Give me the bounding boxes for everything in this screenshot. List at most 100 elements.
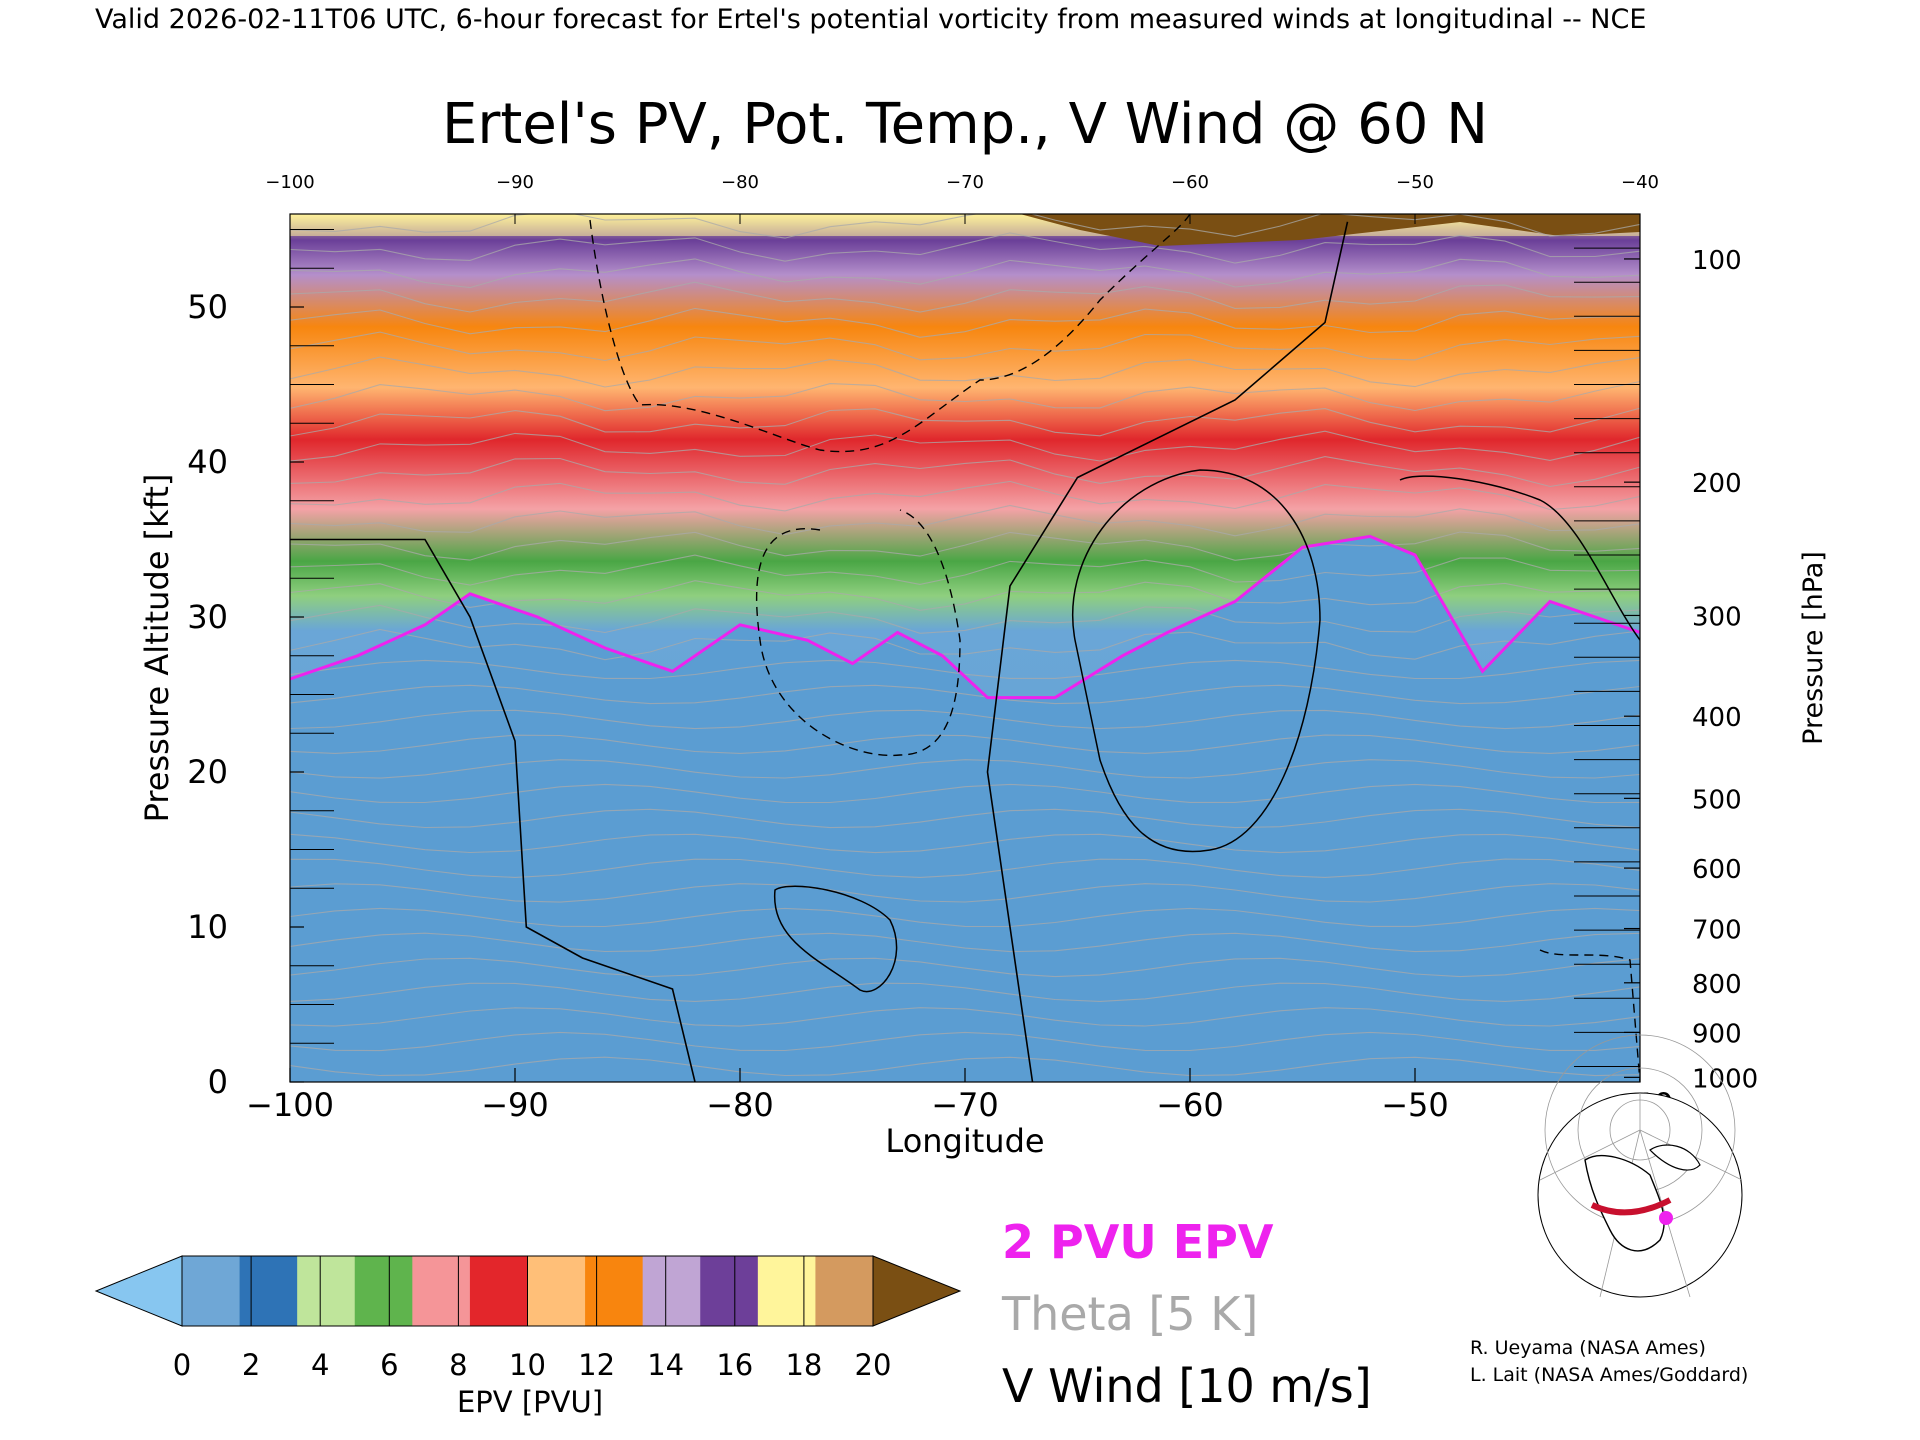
theta-line (290, 684, 1640, 705)
colorbar-segment (469, 1256, 528, 1326)
theta-line (290, 883, 1640, 903)
colorbar-tick-label: 4 (311, 1348, 329, 1382)
colorbar-over (872, 1255, 962, 1327)
x-tick-label: −60 (1156, 1086, 1224, 1124)
legend: 2 PVU EPV Theta [5 K] V Wind [10 m/s] (1001, 1215, 1372, 1413)
colorbar-tick-label: 18 (785, 1348, 822, 1382)
top-tick-label: −90 (496, 172, 534, 193)
y-tick-label: 40 (187, 443, 228, 481)
x-tick-label: −100 (246, 1086, 334, 1124)
theta-contours (290, 214, 1640, 1077)
credit-line-1: R. Ueyama (NASA Ames) (1470, 1337, 1706, 1359)
vwind-neg-contour-3 (1539, 949, 1640, 1082)
theta-line (290, 430, 1640, 462)
map-greenland (1649, 1144, 1701, 1171)
top-tick-label: −80 (721, 172, 759, 193)
pressure-tick-label: 500 (1692, 785, 1742, 815)
colorbar-segment (527, 1256, 586, 1326)
colorbar-segment (757, 1256, 816, 1326)
forecast-header: Valid 2026-02-11T06 UTC, 6-hour forecast… (0, 0, 1920, 40)
colorbar-tick-label: 8 (449, 1348, 467, 1382)
tropo-fill (290, 536, 1640, 1082)
theta-line (290, 456, 1640, 488)
y-axis-right: 100 200 300 400 500 600 700 800 900 1000 (1574, 246, 1758, 1094)
y-axis-label-left: Pressure Altitude [kft] (138, 474, 176, 823)
top-tick-label: −60 (1171, 172, 1209, 193)
pressure-tick-label: 200 (1692, 469, 1742, 499)
theta-line (290, 1056, 1640, 1077)
theta-line (290, 356, 1640, 388)
header-svg: Valid 2026-02-11T06 UTC, 6-hour forecast… (95, 4, 1646, 35)
y-tick-label: 50 (187, 288, 228, 326)
legend-pv2: 2 PVU EPV (1002, 1215, 1274, 1269)
theta-line (290, 808, 1640, 829)
theta-line (290, 580, 1640, 611)
colorbar-label: EPV [PVU] (457, 1385, 603, 1419)
vwind-neg-contour (589, 214, 1191, 453)
colorbar-segment (297, 1256, 356, 1326)
colorbar-segment (239, 1256, 298, 1326)
legend-vwind: V Wind [10 m/s] (1002, 1359, 1372, 1413)
colorbar-segment (585, 1256, 644, 1326)
legend-theta: Theta [5 K] (1001, 1287, 1258, 1341)
x-tick-label: −50 (1381, 1086, 1449, 1124)
theta-line (290, 1031, 1640, 1052)
vwind-small-contour (774, 885, 898, 993)
inset-map (1537, 1034, 1743, 1298)
colorbar-tick-label: 2 (242, 1348, 260, 1382)
theta-line (290, 907, 1640, 928)
colorbar: 0 2 4 6 8 10 12 14 16 18 20 (94, 1255, 962, 1382)
theta-line (290, 232, 1640, 264)
colorbar-tick-label: 10 (509, 1348, 546, 1382)
map-continent (1584, 1154, 1665, 1252)
theta-line (290, 531, 1640, 561)
top-tick-label: −50 (1396, 172, 1434, 193)
pressure-tick-label: 900 (1692, 1019, 1742, 1049)
y-tick-label: 0 (208, 1063, 228, 1101)
colorbar-tick-label: 20 (855, 1348, 892, 1382)
theta-line (290, 604, 1640, 634)
vwind-contour-east (1399, 475, 1640, 641)
pressure-tick-label: 700 (1692, 916, 1742, 946)
theta-line (290, 628, 1640, 661)
theta-line (290, 307, 1640, 338)
colorbar-tick-label: 0 (173, 1348, 191, 1382)
colorbar-segment (815, 1256, 874, 1326)
theta-line (290, 833, 1640, 854)
colorbar-tick-label: 12 (578, 1348, 615, 1382)
pv2-contour (290, 534, 1640, 700)
y-axis-label-right: Pressure [hPa] (1798, 551, 1829, 745)
pressure-tick-label: 1000 (1692, 1064, 1758, 1094)
pv-over-region (1020, 214, 1640, 246)
y-tick-label: 20 (187, 753, 228, 791)
colorbar-under (94, 1255, 183, 1327)
x-tick-label: −90 (481, 1086, 549, 1124)
theta-line (290, 783, 1640, 804)
theta-line (290, 1007, 1640, 1027)
y-tick-label: 10 (187, 908, 228, 946)
pressure-tick-label: 100 (1692, 246, 1742, 276)
theta-line (290, 734, 1640, 754)
y-axis-left: 0 10 20 30 40 50 (187, 229, 334, 1101)
theta-line (290, 957, 1640, 978)
colorbar-segment (700, 1256, 759, 1326)
pressure-tick-label: 400 (1692, 703, 1742, 733)
y-tick-label: 30 (187, 598, 228, 636)
theta-line (290, 554, 1640, 586)
top-tick-label: −70 (946, 172, 984, 193)
theta-line (290, 504, 1640, 537)
vwind-10-contour (1071, 469, 1321, 853)
colorbar-tick-label: 6 (380, 1348, 398, 1382)
vwind-zero-contour-east (986, 221, 1349, 1082)
colorbar-segment (412, 1256, 471, 1326)
chart-title: Ertel's PV, Pot. Temp., V Wind @ 60 N (442, 92, 1488, 157)
pressure-tick-label: 600 (1692, 855, 1742, 885)
theta-line (290, 380, 1640, 412)
theta-line (290, 659, 1640, 680)
theta-line (290, 258, 1640, 289)
vwind-zero-contour-west (290, 538, 696, 1082)
colorbar-segment (182, 1256, 241, 1326)
top-tick-label: −100 (265, 172, 314, 193)
x-axis-label: Longitude (885, 1122, 1044, 1160)
